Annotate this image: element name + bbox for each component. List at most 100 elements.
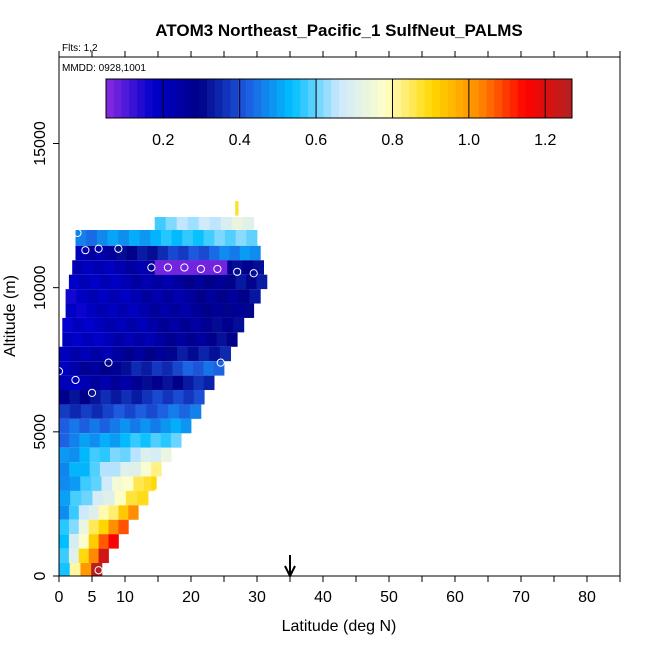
heatmap-cell (88, 519, 99, 535)
heatmap-cell (80, 476, 92, 491)
heatmap-cell (134, 332, 146, 347)
heatmap-cell (135, 404, 147, 419)
heatmap-cell (203, 230, 215, 246)
heatmap-cell (246, 274, 257, 290)
heatmap-cell (108, 289, 121, 304)
heatmap-cell (203, 361, 215, 376)
heatmap-cell (150, 230, 162, 246)
heatmap-cells (59, 217, 268, 576)
heatmap-cell (185, 332, 197, 347)
colorbar-segment (408, 79, 418, 118)
heatmap-cell (182, 361, 194, 376)
heatmap-cell (224, 230, 237, 246)
heatmap-cell (131, 375, 143, 391)
heatmap-cell (173, 289, 185, 304)
heatmap-cell (69, 462, 80, 477)
heatmap-cell (193, 274, 205, 290)
colorbar-segment (315, 79, 324, 118)
heatmap-cell (82, 260, 94, 275)
colorbar-segment (502, 79, 511, 118)
heatmap-cell (187, 217, 200, 233)
heatmap-cell (206, 332, 218, 347)
heatmap-cell (93, 260, 105, 275)
heatmap-cell (90, 375, 101, 391)
heatmap-cell (150, 418, 161, 434)
x-tick-label: 60 (446, 589, 464, 606)
colorbar-tick-label: 0.6 (305, 132, 327, 149)
heatmap-cell (59, 462, 70, 477)
heatmap-cell (79, 447, 90, 463)
heatmap-cell (152, 289, 164, 304)
heatmap-cell (222, 303, 234, 318)
heatmap-cell (144, 332, 156, 347)
heatmap-cell (119, 289, 131, 304)
heatmap-cell (144, 476, 156, 491)
heatmap-cell (90, 390, 101, 405)
heatmap-cell (120, 447, 131, 463)
heatmap-cell (239, 245, 251, 261)
heatmap-cell (162, 390, 174, 405)
heatmap-cell (109, 418, 121, 434)
colorbar-segment (300, 79, 309, 118)
heatmap-cell (110, 361, 122, 376)
heatmap-cell (106, 245, 117, 261)
heatmap-cell (141, 375, 153, 391)
heatmap-cell (249, 289, 261, 304)
heatmap-cell (146, 260, 158, 275)
heatmap-cell (214, 274, 226, 290)
x-tick-label: 0 (55, 589, 64, 606)
heatmap-cell (209, 346, 221, 362)
heatmap-cell (68, 505, 80, 520)
heatmap-cell (110, 375, 122, 391)
colorbar-segment (323, 79, 332, 118)
heatmap-cell (157, 404, 169, 419)
heatmap-cell (183, 390, 195, 405)
heatmap-cell (192, 230, 205, 246)
heatmap-cell (217, 289, 229, 304)
heatmap-cell (125, 490, 138, 506)
heatmap-cell (104, 260, 116, 275)
heatmap-cell (59, 548, 70, 564)
colorbar-segment (401, 79, 410, 118)
latitude-arrow-marker (284, 555, 296, 579)
heatmap-cell (188, 245, 200, 261)
heatmap-cell (146, 404, 158, 419)
heatmap-cell (59, 404, 71, 419)
heatmap-cell (231, 217, 244, 233)
heatmap-cell (86, 230, 98, 246)
heatmap-cell (152, 375, 163, 391)
heatmap-cell (86, 303, 98, 318)
heatmap-cell (160, 418, 172, 434)
heatmap-cell (62, 332, 73, 347)
heatmap-cell (136, 260, 148, 275)
heatmap-cell (140, 447, 152, 463)
heatmap-cell (59, 505, 70, 520)
heatmap-cell (59, 534, 70, 549)
x-tick-label: 30 (248, 589, 266, 606)
heatmap-cell (69, 563, 81, 576)
heatmap-cell (170, 433, 182, 448)
heatmap-cell (75, 245, 87, 261)
colorbar-segment (362, 79, 371, 118)
heatmap-cell (128, 230, 140, 246)
heatmap-cell (173, 274, 184, 290)
heatmap-cell (151, 462, 162, 477)
flight-point (114, 244, 123, 253)
colorbar-segment (385, 79, 394, 118)
colorbar-segment (525, 79, 534, 118)
heatmap-cell (59, 476, 71, 491)
heatmap-cell (211, 317, 223, 333)
heatmap-cell (232, 303, 244, 318)
heatmap-cell (126, 245, 138, 261)
heatmap-cell (126, 317, 138, 333)
heatmap-cell (173, 390, 184, 405)
flight-point (233, 267, 242, 276)
colorbar-segment (106, 79, 115, 118)
heatmap-cell (88, 505, 99, 520)
heatmap-cell (139, 230, 151, 246)
heatmap-cell (124, 404, 136, 419)
heatmap-cell (175, 332, 187, 347)
heatmap-cell (59, 490, 71, 506)
heatmap-cell (242, 217, 255, 233)
heatmap-cell (130, 462, 142, 477)
